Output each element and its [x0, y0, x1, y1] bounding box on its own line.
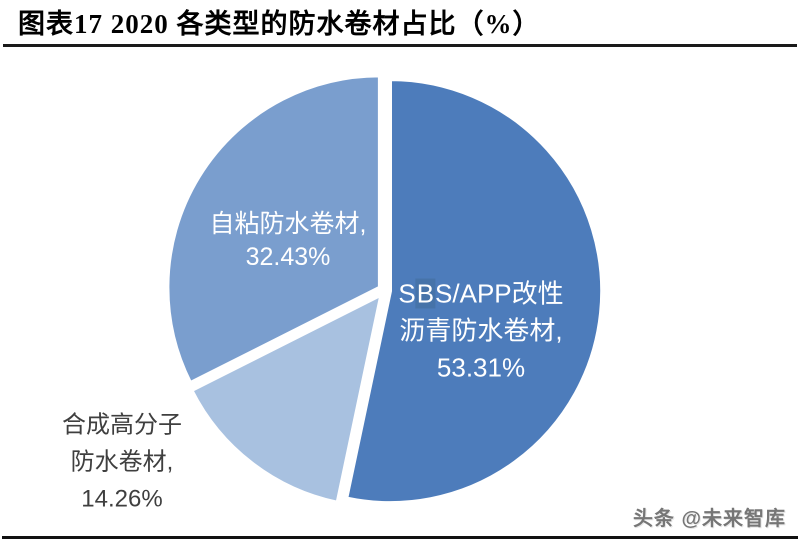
pie-label-sbs-app-value: 53.31%: [436, 352, 526, 383]
pie-slice-self-adhesive: [166, 74, 381, 384]
pie-label-self-adhesive-value: 32.43%: [245, 243, 331, 271]
sbs-text-highlighted-b: B: [415, 278, 436, 309]
bottom-divider: [2, 536, 798, 539]
pie-label-synthetic-polymer-name-line2: 防水卷材,: [70, 448, 174, 476]
pie-label-synthetic-polymer: 合成高分子 防水卷材, 14.26%: [62, 407, 182, 518]
chart-title: 图表17 2020 各类型的防水卷材占比（%）: [18, 9, 541, 39]
pie-label-sbs-app-name-line1: SBS/APP改性: [398, 276, 564, 313]
watermark: 头条 @未来智库: [632, 508, 786, 530]
pie-label-self-adhesive: 自粘防水卷材, 32.43%: [210, 208, 367, 274]
pie-label-synthetic-polymer-name-line1: 合成高分子: [62, 411, 182, 439]
pie-label-synthetic-polymer-value: 14.26%: [81, 485, 163, 513]
pie-chart: [166, 74, 604, 505]
pie-label-sbs-app: SBS/APP改性 沥青防水卷材, 53.31%: [398, 276, 564, 387]
pie-slice-synthetic-polymer: [190, 293, 383, 504]
sbs-text-post: S/APP改性: [435, 278, 564, 309]
pie-label-self-adhesive-name: 自粘防水卷材,: [209, 210, 367, 238]
title-divider: [3, 44, 797, 47]
sbs-text-pre: S: [398, 278, 416, 309]
pie-label-sbs-app-name-line2: 沥青防水卷材,: [399, 315, 563, 346]
pie-slice-sbs-app: [345, 78, 604, 505]
